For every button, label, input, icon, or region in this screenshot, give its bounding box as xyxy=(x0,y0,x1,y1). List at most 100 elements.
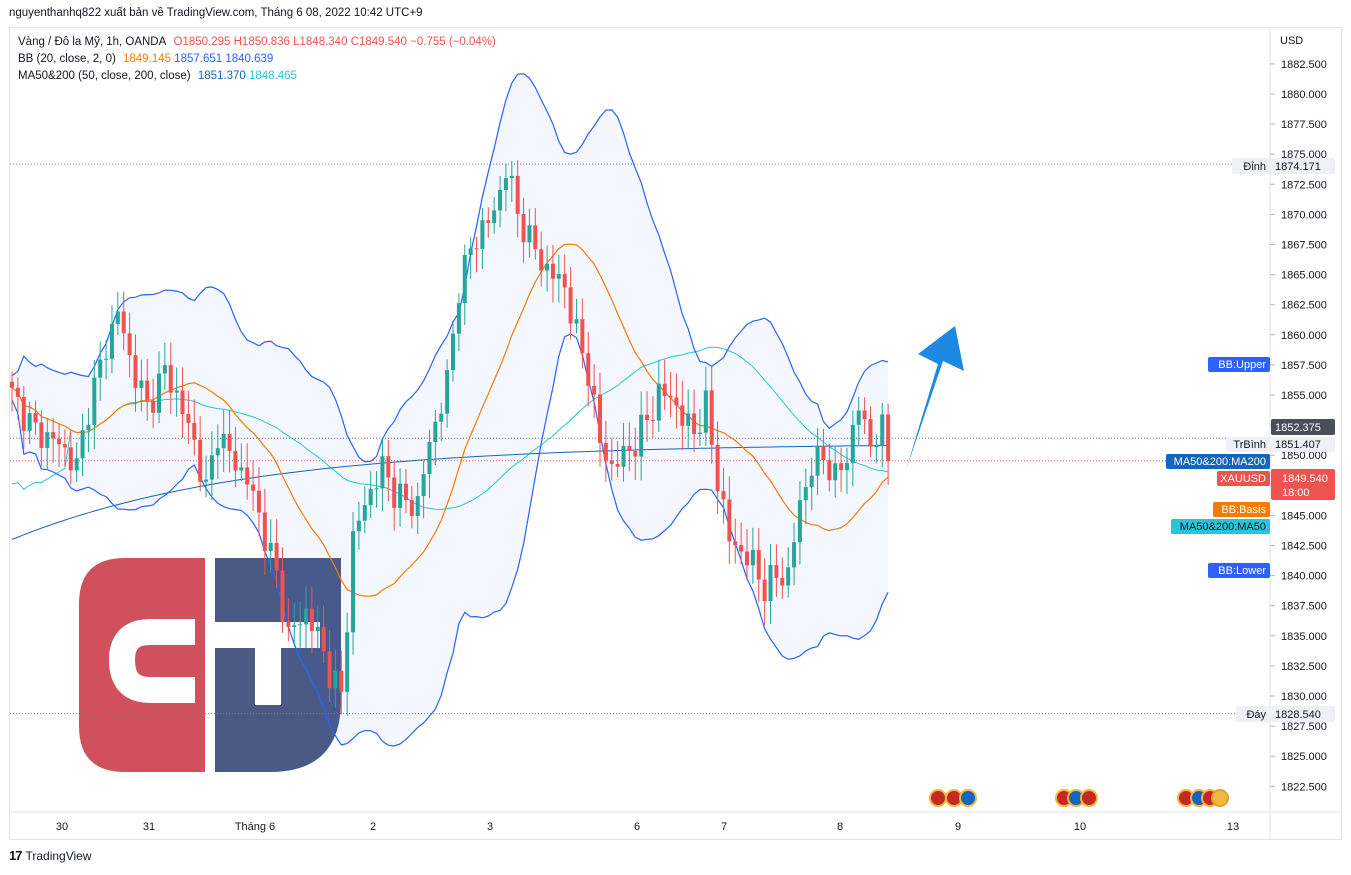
x-tick-label: 8 xyxy=(837,821,843,833)
candle-body xyxy=(221,433,226,449)
candle-body xyxy=(868,419,873,447)
avg-level-value: 1851.407 xyxy=(1275,439,1321,451)
candle-body xyxy=(262,512,267,552)
candle-body xyxy=(509,175,514,179)
candle-body xyxy=(268,542,273,552)
candle-body xyxy=(145,380,150,401)
candle-body xyxy=(292,625,297,627)
candle-body xyxy=(274,542,279,571)
candle-body xyxy=(386,456,391,478)
candle-body xyxy=(680,405,685,426)
y-tick-label: 1862.500 xyxy=(1281,300,1327,312)
candle-body xyxy=(327,651,332,689)
candle-body xyxy=(750,549,755,566)
symbol-title: Vàng / Đô la Mỹ, 1h, OANDA xyxy=(18,36,167,48)
tradingview-brand-text: TradingView xyxy=(25,848,92,863)
candle-body xyxy=(527,225,532,243)
candle-body xyxy=(298,624,303,626)
candle-body xyxy=(521,213,526,243)
logo-c-block xyxy=(79,558,205,772)
tradingview-brand[interactable]: 17 TradingView xyxy=(9,848,92,863)
y-tick-label: 1880.000 xyxy=(1281,89,1327,101)
candle-body xyxy=(762,579,767,602)
bb-lower-tag: BB:Lower xyxy=(1218,565,1266,577)
high-level-name: Đỉnh xyxy=(1243,161,1266,173)
ma50-value: 1851.370 xyxy=(197,70,246,82)
legend-ma-row[interactable]: MA50&200 (50, close, 200, close) 1851.37… xyxy=(18,68,496,85)
candle-body xyxy=(27,413,32,431)
candle-body xyxy=(321,626,326,652)
avg-level-name-bg xyxy=(1226,437,1270,452)
x-tick-label: 7 xyxy=(721,821,727,833)
candles[interactable] xyxy=(10,160,891,716)
candle-body xyxy=(198,439,203,482)
event-flags-10[interactable] xyxy=(1055,789,1098,807)
candle-body xyxy=(403,483,408,501)
time-axis[interactable]: 30 31 Tháng 6 2 3 6 7 8 9 10 13 xyxy=(56,821,1239,833)
ma50-tag-bg xyxy=(1171,519,1270,534)
logo-c-glyph xyxy=(108,619,195,703)
candle-body xyxy=(562,273,567,288)
candle-body xyxy=(15,387,20,397)
candle-body xyxy=(121,311,126,334)
candle-body xyxy=(686,413,691,426)
y-tick-label: 1850.000 xyxy=(1281,450,1327,462)
x-tick-label: 10 xyxy=(1074,821,1086,833)
candle-body xyxy=(733,541,738,546)
candle-body xyxy=(709,390,714,445)
candle-body xyxy=(468,248,473,255)
bb-lower-tag-bg xyxy=(1208,563,1270,578)
plot-area[interactable] xyxy=(10,73,1270,747)
candle-body xyxy=(345,632,350,692)
candle-body xyxy=(415,496,420,516)
y-tick-label: 1865.000 xyxy=(1281,270,1327,282)
candle-body xyxy=(850,424,855,463)
y-tick-label: 1857.500 xyxy=(1281,360,1327,372)
bb-basis-tag-bg xyxy=(1213,502,1270,517)
candle-body xyxy=(374,488,379,490)
candle-body xyxy=(627,445,632,452)
candle-body xyxy=(51,432,56,439)
y-tick-label: 1842.500 xyxy=(1281,541,1327,553)
candle-body xyxy=(633,451,638,457)
us-flag-icon xyxy=(929,789,947,807)
y-tick-label: 1835.000 xyxy=(1281,631,1327,643)
low-level-name-bg xyxy=(1236,706,1270,722)
bb-lower-value: 1840.639 xyxy=(225,53,274,65)
x-tick-label: Tháng 6 xyxy=(235,821,275,833)
candle-body xyxy=(62,444,67,448)
candle-body xyxy=(486,220,491,223)
candle-body xyxy=(315,626,320,632)
candle-body xyxy=(821,445,826,461)
price-axis[interactable]: 1822.500 1825.000 1827.500 1830.000 1832.500… xyxy=(1270,59,1327,793)
candle-body xyxy=(656,383,661,421)
event-flags-13[interactable] xyxy=(1177,789,1229,807)
ma200-value: 1848.465 xyxy=(248,70,297,82)
y-tick-label: 1872.500 xyxy=(1281,179,1327,191)
event-flags-9[interactable] xyxy=(929,789,977,807)
high-value: H1850.836 xyxy=(233,36,290,48)
y-tick-label: 1870.000 xyxy=(1281,209,1327,221)
candle-body xyxy=(309,608,314,632)
candle-body xyxy=(815,445,820,476)
candle-body xyxy=(768,565,773,602)
y-tick-label: 1882.500 xyxy=(1281,59,1327,71)
last-price-box xyxy=(1271,469,1335,500)
candle-body xyxy=(645,414,650,421)
legend-bb-row[interactable]: BB (20, close, 2, 0) 1849.145 1857.651 1… xyxy=(18,51,496,68)
legend-symbol-row[interactable]: Vàng / Đô la Mỹ, 1h, OANDA O1850.295 H18… xyxy=(18,34,496,51)
candle-body xyxy=(492,210,497,223)
ma-indicator-label: MA50&200 (50, close, 200, close) xyxy=(18,70,191,82)
candle-body xyxy=(204,479,209,482)
candle-body xyxy=(162,365,167,374)
y-tick-label: 1840.000 xyxy=(1281,571,1327,583)
crosshair-value-bg xyxy=(1271,419,1335,435)
candle-body xyxy=(874,446,879,448)
high-level-value-bg xyxy=(1271,158,1335,174)
candle-body xyxy=(304,608,308,625)
bb-indicator-label: BB (20, close, 2, 0) xyxy=(18,53,116,65)
candle-body xyxy=(421,474,426,497)
candle-body xyxy=(839,463,844,471)
candle-body xyxy=(703,390,708,433)
